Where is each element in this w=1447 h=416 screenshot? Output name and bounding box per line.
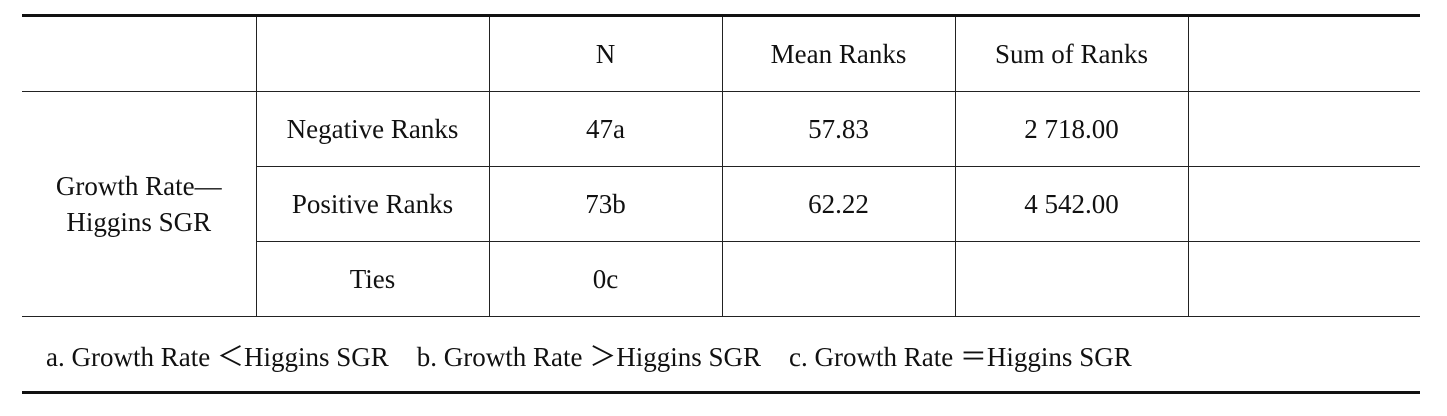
cell: 62.22	[721, 166, 956, 242]
cell	[22, 14, 257, 92]
notes-row: a. Growth Rate ＜Higgins SGR b. Growth Rat…	[22, 316, 1420, 394]
cell: 4 542.00	[954, 166, 1189, 242]
group-cell: Growth Rate— Higgins SGR	[22, 91, 257, 317]
cell	[1187, 166, 1420, 242]
header-row: N Mean Ranks Sum of Ranks	[22, 14, 1420, 92]
row-label: Negative Ranks	[255, 91, 490, 167]
cell: 0c	[488, 241, 723, 317]
note: c. Growth Rate ＝Higgins SGR	[788, 341, 1132, 372]
row: Positive Ranks 73b 62.22 4 542.00	[22, 166, 1420, 242]
header-cell: Sum of Ranks	[954, 14, 1189, 92]
cell: 73b	[488, 166, 723, 242]
row-label: Ties	[256, 241, 490, 317]
row-label: Positive Ranks	[256, 166, 490, 242]
notes-cell: a. Growth Rate ＜Higgins SGR b. Growth Rat…	[22, 316, 1420, 394]
cell: 57.83	[721, 91, 956, 167]
cell: 2 718.00	[954, 91, 1189, 167]
cell	[1187, 241, 1420, 317]
rank-table: N Mean Ranks Sum of Ranks Growth Rate— H…	[22, 14, 1420, 394]
cell	[954, 241, 1189, 317]
row: Growth Rate— Higgins SGR Negative Ranks …	[22, 91, 1420, 317]
cell	[721, 241, 956, 317]
header-cell: Mean Ranks	[721, 14, 956, 92]
cell	[255, 14, 490, 92]
group-label: Growth Rate—	[55, 171, 222, 201]
note: a. Growth Rate ＜Higgins SGR	[46, 341, 389, 372]
header-cell: N	[488, 14, 723, 92]
cell	[1187, 91, 1420, 167]
group-label: Higgins SGR	[66, 207, 212, 237]
cell: 47a	[488, 91, 723, 167]
note: b. Growth Rate ＞Higgins SGR	[416, 341, 761, 372]
cell	[1187, 14, 1420, 92]
row: Ties 0c	[22, 241, 1420, 317]
